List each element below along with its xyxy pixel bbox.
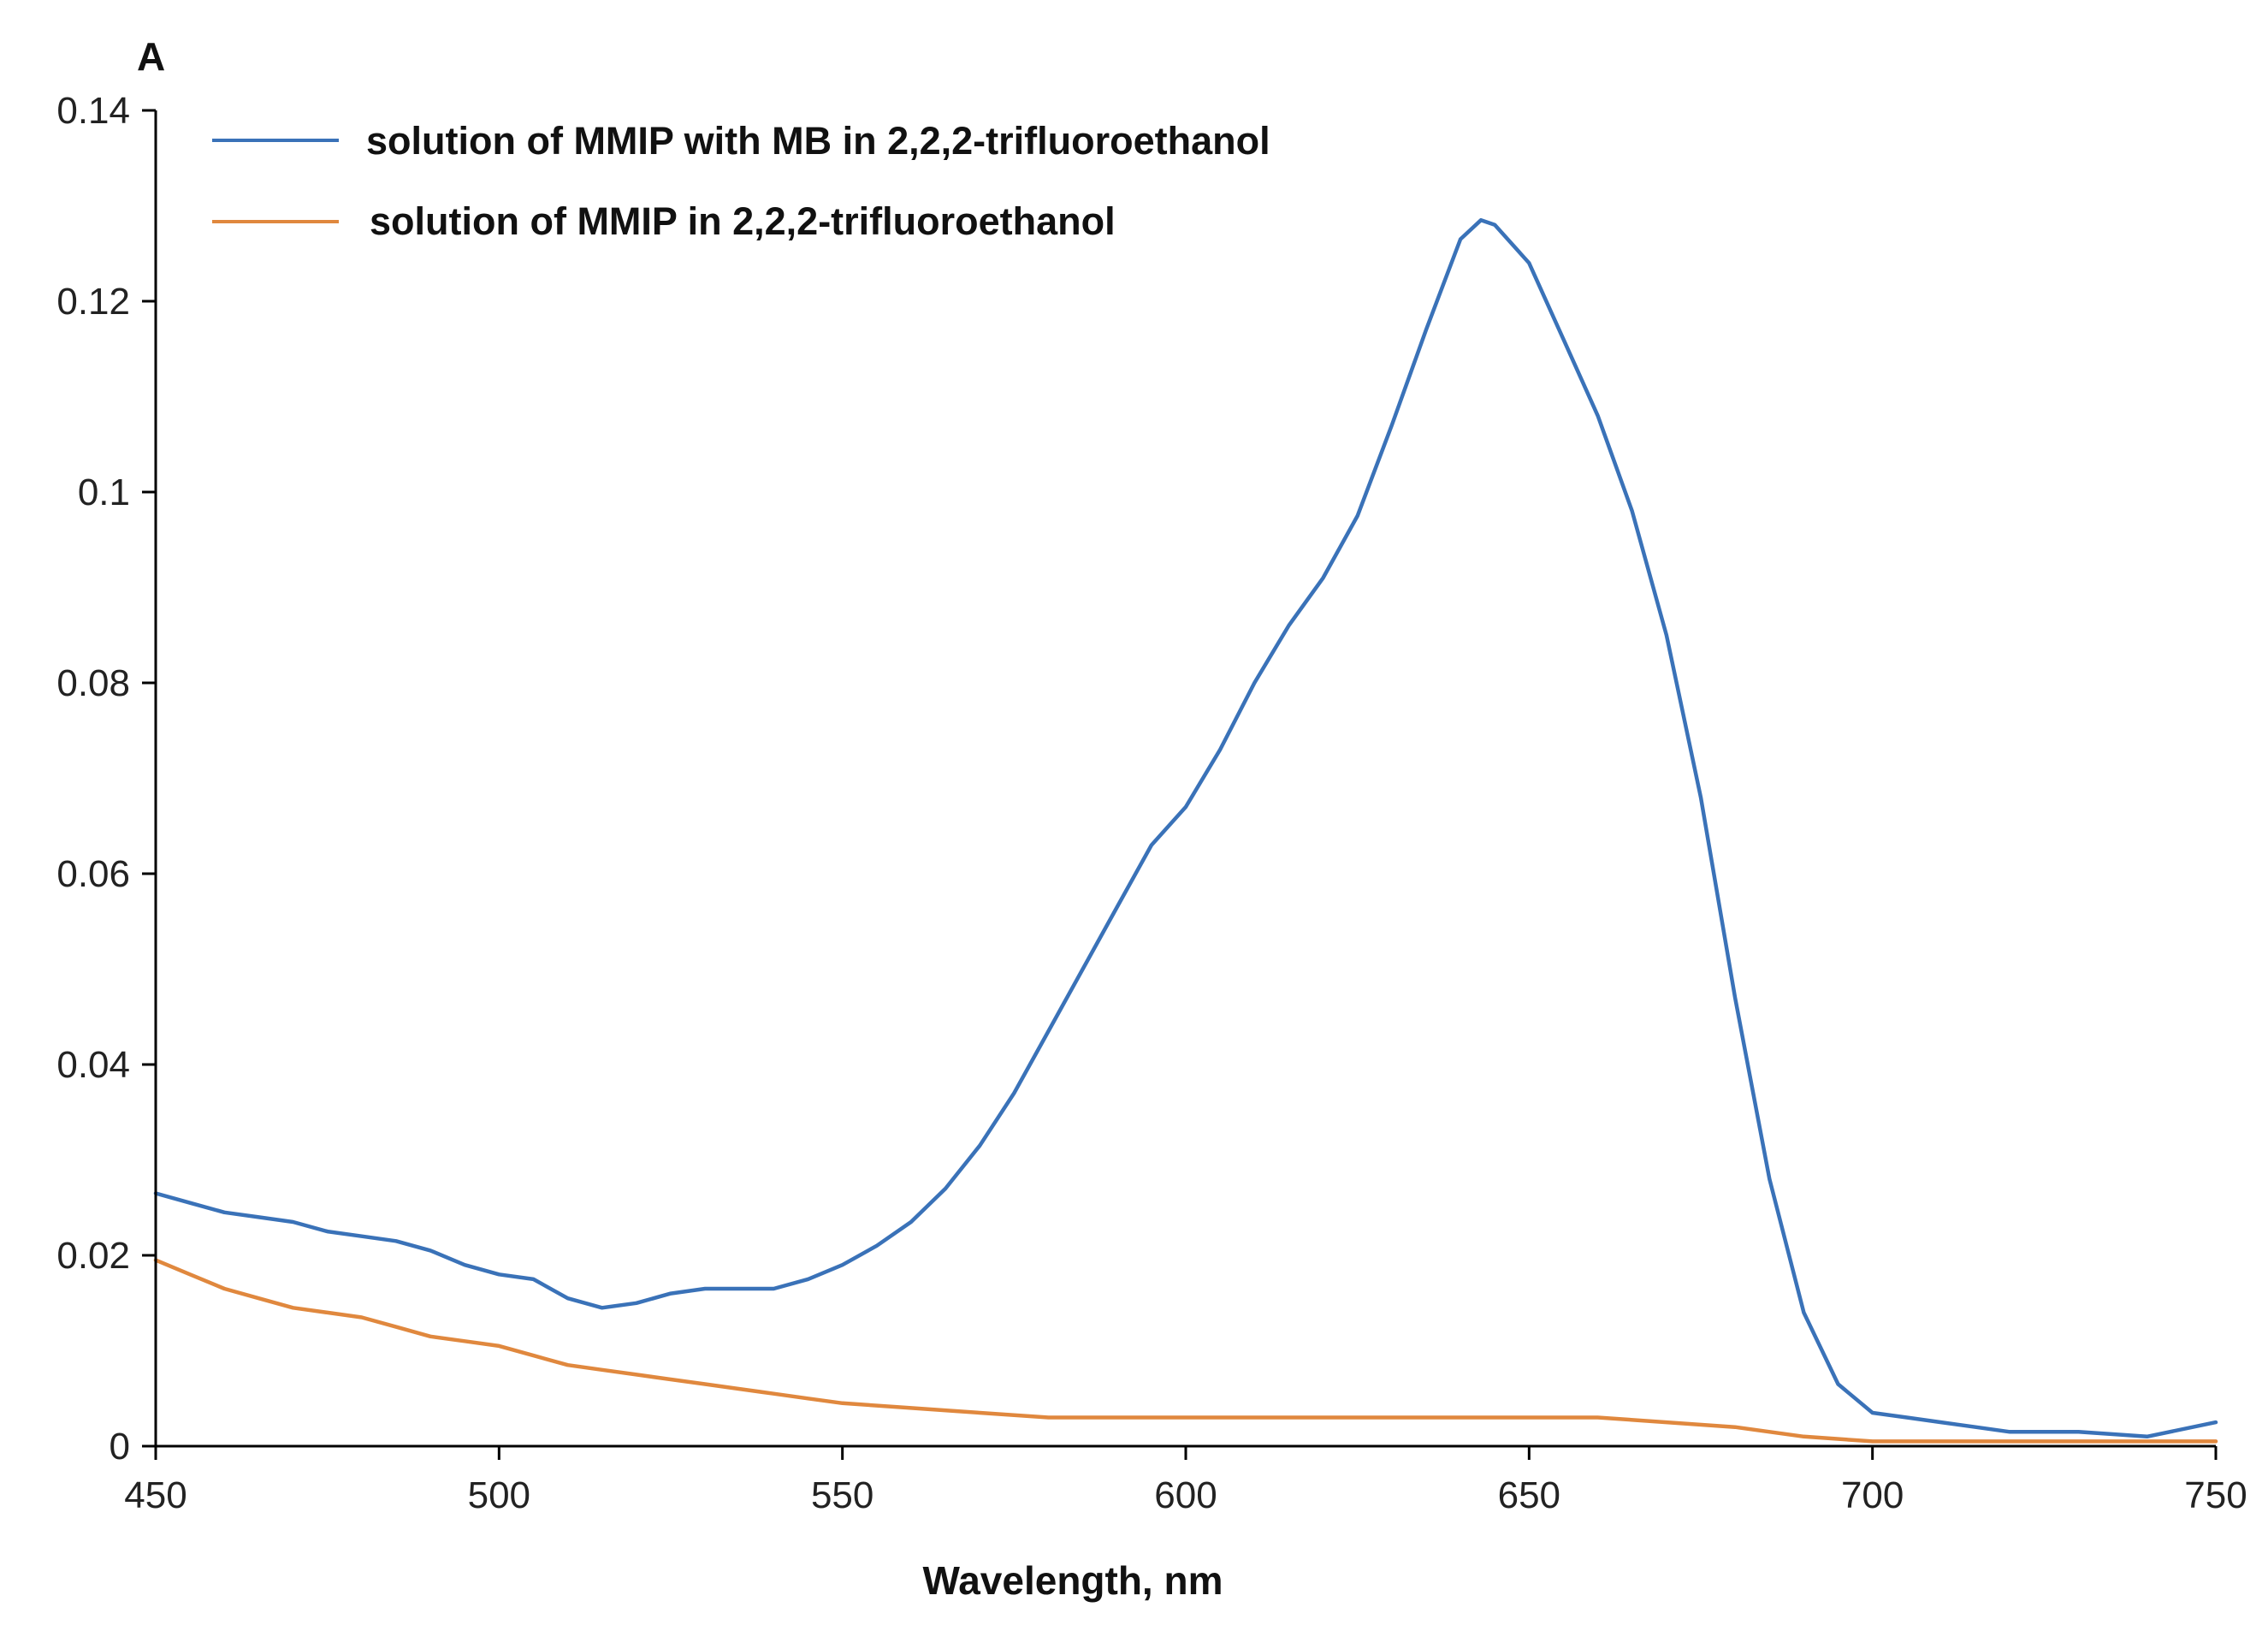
plot-area: 0 0.02 0.04 0.06 0.08 0.1 0.12 0.14 450 500 550 60… — [56, 90, 2247, 1516]
y-tick-label: 0.14 — [56, 90, 130, 132]
y-tick-label: 0.1 — [78, 471, 130, 513]
legend-label-mmip-with-mb: solution of MMIP with MB in 2,2,2-triflu… — [366, 119, 1270, 163]
series-layer — [153, 217, 2218, 1444]
x-tick-label: 700 — [1841, 1474, 1904, 1516]
legend-label-mmip: solution of MMIP in 2,2,2-trifluoroethan… — [370, 199, 1116, 243]
y-tick-label: 0 — [110, 1426, 130, 1468]
y-axis-title: A — [137, 34, 165, 79]
x-tick-label: 550 — [811, 1474, 873, 1516]
series-line-mmip — [153, 1258, 2218, 1444]
series-line-mmip-with-mb — [153, 217, 2218, 1439]
x-tick-label: 500 — [468, 1474, 530, 1516]
x-tick-label: 750 — [2184, 1474, 2247, 1516]
y-tick-label: 0.08 — [56, 662, 130, 704]
y-tick-label: 0.12 — [56, 281, 130, 323]
x-axis-ticks: 450 500 550 600 650 700 750 — [124, 1446, 2247, 1516]
x-tick-label: 650 — [1498, 1474, 1560, 1516]
y-axis-ticks: 0 0.02 0.04 0.06 0.08 0.1 0.12 0.14 — [56, 90, 156, 1468]
x-axis-title: Wavelength, nm — [923, 1558, 1223, 1603]
legend: solution of MMIP with MB in 2,2,2-triflu… — [212, 119, 1270, 243]
y-tick-label: 0.04 — [56, 1044, 130, 1086]
x-tick-label: 600 — [1154, 1474, 1217, 1516]
y-tick-label: 0.06 — [56, 853, 130, 895]
y-tick-label: 0.02 — [56, 1235, 130, 1277]
x-tick-label: 450 — [124, 1474, 187, 1516]
